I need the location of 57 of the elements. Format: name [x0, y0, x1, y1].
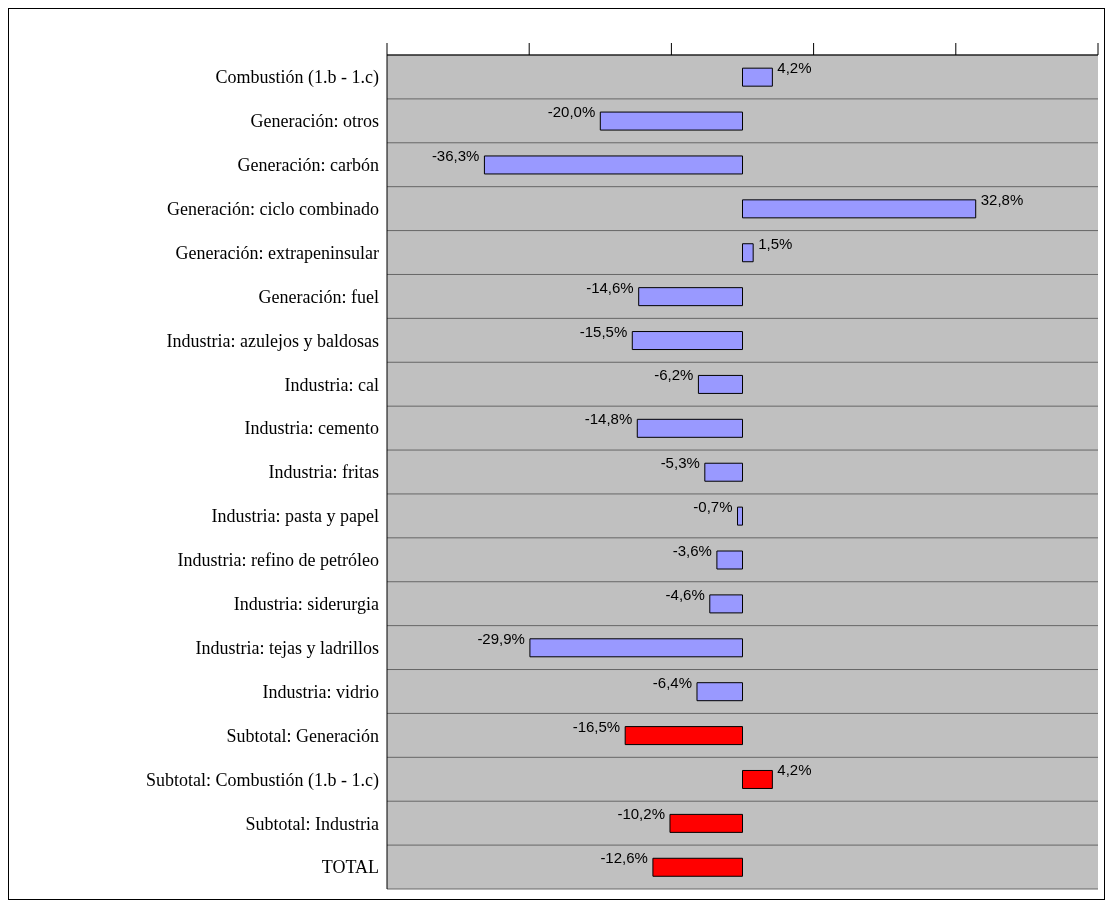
- bar: [483, 155, 743, 175]
- bar: [669, 813, 743, 833]
- y-tick-label: Subtotal: Combustión (1.b - 1.c): [146, 769, 379, 791]
- data-label: -29,9%: [477, 629, 525, 647]
- data-label: -10,2%: [617, 805, 665, 823]
- bar: [704, 462, 743, 482]
- y-tick-label: Industria: pasta y papel: [211, 506, 379, 527]
- bar: [624, 726, 743, 746]
- bar: [737, 506, 743, 526]
- data-label: 4,2%: [777, 59, 812, 77]
- bar: [742, 199, 977, 219]
- y-tick-label: Industria: cemento: [244, 418, 379, 439]
- y-tick-label: Generación: carbón: [237, 155, 379, 176]
- bar: [638, 287, 743, 307]
- data-label: -5,3%: [660, 454, 700, 472]
- data-label: 4,2%: [777, 761, 812, 779]
- data-label: -20,0%: [547, 103, 596, 121]
- y-tick-label: Industria: azulejos y baldosas: [166, 330, 379, 351]
- data-label: -14,8%: [584, 410, 633, 428]
- y-tick-label: Industria: siderurgia: [233, 594, 379, 615]
- y-tick-label: Industria: fritas: [268, 462, 379, 483]
- data-label: -6,4%: [652, 673, 692, 691]
- data-label: -0,7%: [693, 498, 733, 516]
- y-tick-label: Combustión (1.b - 1.c): [215, 67, 379, 89]
- data-label: 1,5%: [758, 234, 793, 252]
- data-label: -16,5%: [572, 717, 621, 735]
- y-tick-label: Subtotal: Generación: [226, 725, 379, 746]
- data-label: -15,5%: [579, 322, 628, 340]
- bar: [631, 331, 743, 351]
- data-label: -14,6%: [586, 278, 634, 296]
- bar: [599, 111, 743, 131]
- bar: [696, 682, 743, 702]
- y-tick-label: Industria: refino de petróleo: [177, 550, 379, 571]
- bar: [709, 594, 743, 614]
- y-tick-label: Generación: extrapeninsular: [175, 242, 379, 263]
- bar: [742, 243, 754, 263]
- y-tick-label: Industria: cal: [284, 374, 379, 395]
- bar: [742, 67, 773, 87]
- y-tick-label: Generación: otros: [250, 111, 379, 132]
- y-tick-label: Generación: ciclo combinado: [167, 199, 379, 220]
- y-tick-label: Industria: vidrio: [262, 681, 379, 702]
- y-tick-label: TOTAL: [321, 857, 379, 878]
- data-label: -12,6%: [600, 849, 648, 867]
- y-tick-label: Subtotal: Industria: [245, 813, 379, 834]
- data-label: -36,3%: [431, 146, 480, 164]
- bar: [529, 638, 743, 658]
- bar: [697, 374, 743, 394]
- data-label: -4,6%: [665, 585, 705, 603]
- bar: [652, 857, 743, 877]
- data-label: -6,2%: [654, 366, 694, 384]
- data-label: -3,6%: [672, 542, 712, 560]
- data-label: 32,8%: [980, 190, 1024, 208]
- bar: [636, 418, 743, 438]
- y-tick-label: Generación: fuel: [258, 286, 379, 307]
- y-tick-label: Industria: tejas y ladrillos: [195, 637, 379, 658]
- bar: [742, 769, 773, 789]
- bar: [716, 550, 743, 570]
